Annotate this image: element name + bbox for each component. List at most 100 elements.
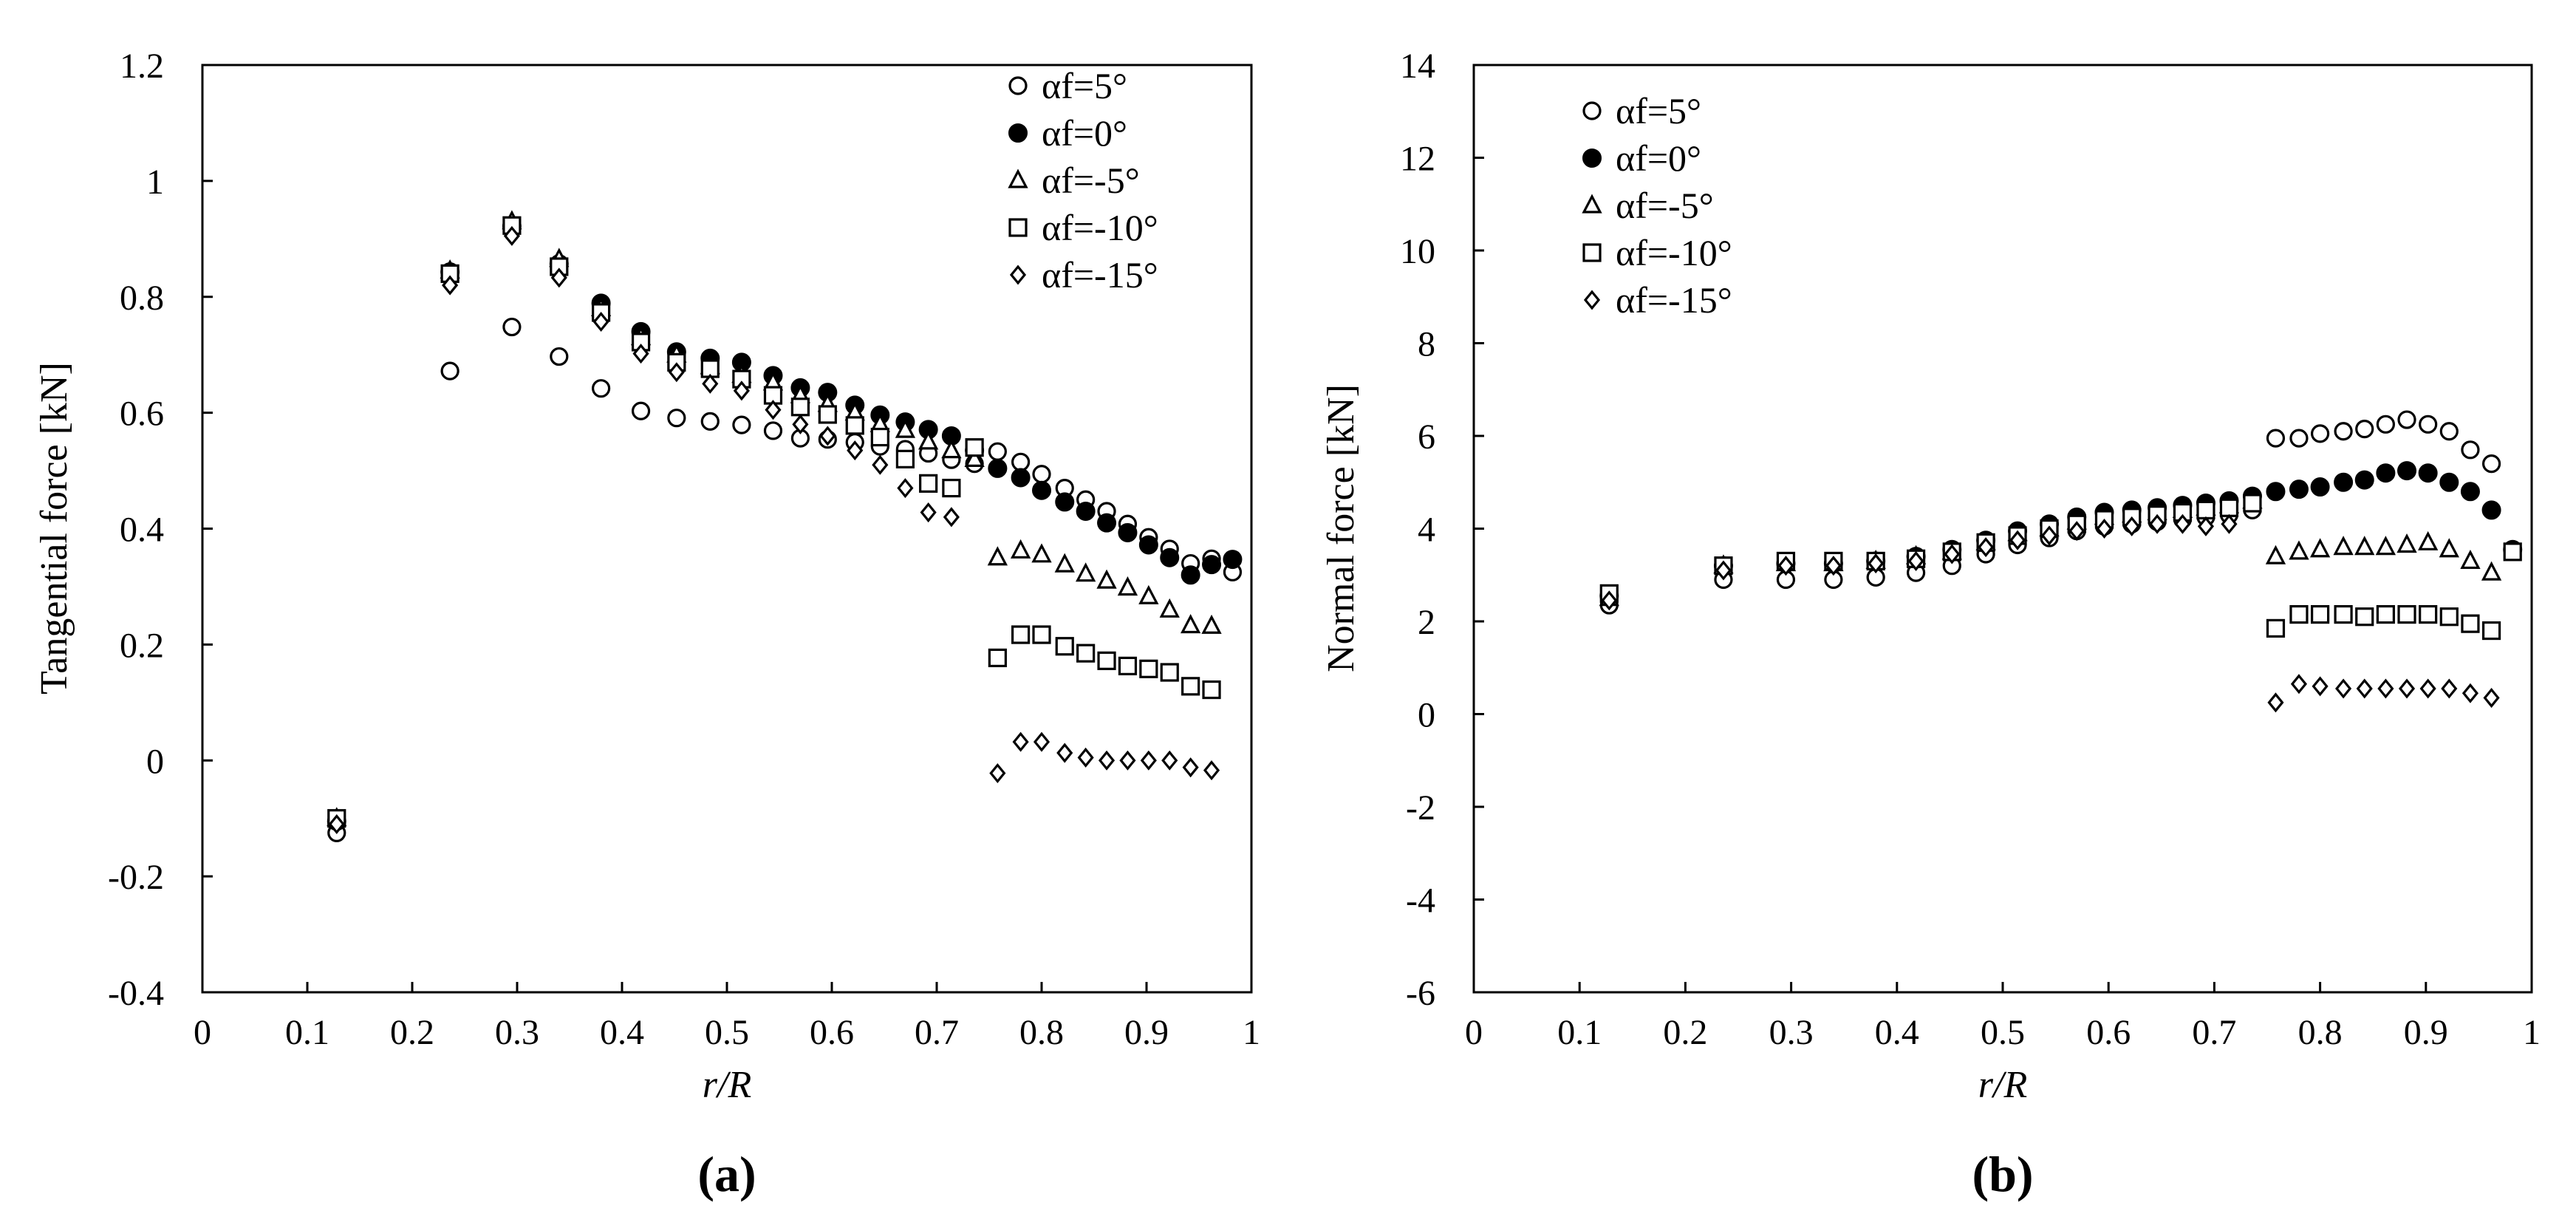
y-tick-label: -6 <box>1406 974 1435 1013</box>
data-point-b-series-0 <box>2334 422 2353 441</box>
data-point-b-series-3 <box>2289 604 2309 624</box>
legend-marker-b-2 <box>1582 194 1602 214</box>
x-tick-label: 0.3 <box>1769 1013 1814 1052</box>
data-point-a-series-4 <box>792 414 809 434</box>
y-tick-label: 12 <box>1400 140 1435 179</box>
data-point-a-series-4 <box>1077 747 1094 768</box>
data-point-a-series-3 <box>965 438 984 457</box>
data-point-a-series-2 <box>1054 553 1075 573</box>
data-point-a-series-1 <box>1160 547 1180 567</box>
data-point-a-series-2 <box>964 447 985 467</box>
data-point-b-series-0 <box>2461 440 2480 460</box>
x-tick-label: 0.9 <box>2404 1013 2448 1052</box>
legend-marker-a-0 <box>1008 76 1028 95</box>
data-point-a-series-4 <box>632 344 649 364</box>
data-point-a-series-3 <box>1097 651 1116 670</box>
data-point-b-series-0 <box>2376 414 2395 434</box>
data-point-b-series-2 <box>2396 533 2417 553</box>
data-point-a-series-2 <box>1075 562 1096 582</box>
data-point-b-series-1 <box>2376 463 2396 483</box>
data-point-b-series-4 <box>2267 692 2284 713</box>
data-point-a-series-4 <box>872 454 889 475</box>
y-tick-label: 0 <box>146 742 164 781</box>
data-point-b-series-4 <box>1978 537 1995 558</box>
legend-marker-a-4 <box>1009 265 1027 285</box>
x-tick-label: 0.5 <box>705 1013 749 1052</box>
data-point-b-series-2 <box>2481 561 2502 581</box>
legend-marker-a-2 <box>1008 168 1028 188</box>
x-tick-label: 0.8 <box>2298 1013 2343 1052</box>
data-point-a-series-1 <box>1202 555 1222 575</box>
data-point-a-series-4 <box>1098 750 1116 771</box>
legend-label-b-1: αf=0° <box>1616 137 1701 179</box>
x-tick-label: 0.3 <box>495 1013 539 1052</box>
panel-label-a: (a) <box>697 1146 756 1202</box>
y-tick-label: -0.4 <box>108 974 164 1013</box>
data-point-a-series-0 <box>988 442 1007 461</box>
data-point-b-series-1 <box>2418 463 2438 483</box>
data-point-b-series-1 <box>2310 477 2330 497</box>
y-tick-label: 2 <box>1418 603 1435 642</box>
data-point-a-series-4 <box>1203 760 1220 781</box>
data-point-b-series-3 <box>2439 607 2459 627</box>
data-point-b-series-1 <box>2439 472 2459 492</box>
data-point-a-series-2 <box>1138 584 1159 604</box>
data-point-a-series-2 <box>1180 614 1201 634</box>
legend-label-a-4: αf=-15° <box>1042 254 1158 296</box>
data-point-a-series-1 <box>1223 550 1243 570</box>
legend-marker-b-3 <box>1582 243 1602 262</box>
data-point-a-series-3 <box>1202 680 1221 700</box>
y-tick-label: 0.4 <box>120 511 164 550</box>
y-tick-label: 1 <box>146 163 164 202</box>
y-tick-label: 0.2 <box>120 626 164 665</box>
data-point-b-series-4 <box>1825 556 1842 576</box>
data-point-b-series-3 <box>2481 621 2501 641</box>
data-point-b-series-2 <box>2439 538 2459 558</box>
y-tick-label: 0.8 <box>120 279 164 318</box>
x-axis-label-b: r/R <box>1978 1064 2027 1106</box>
data-point-a-series-4 <box>442 275 459 296</box>
data-point-a-series-3 <box>942 478 961 498</box>
y-tick-label: 1.2 <box>120 47 164 86</box>
data-point-b-series-3 <box>2397 604 2416 624</box>
x-tick-label: 0.7 <box>915 1013 959 1052</box>
data-point-a-series-4 <box>819 426 836 446</box>
data-point-a-series-4 <box>503 225 520 246</box>
data-point-b-series-3 <box>2196 500 2215 520</box>
data-point-b-series-1 <box>2354 470 2374 490</box>
data-point-b-series-1 <box>2460 482 2480 502</box>
x-tick-label: 0.4 <box>600 1013 644 1052</box>
data-point-a-series-2 <box>987 546 1008 566</box>
x-tick-label: 0.6 <box>2086 1013 2131 1052</box>
legend-marker-a-1 <box>1008 123 1028 143</box>
panel-b: 0 0.1 0.2 0.3 0.4 0.5 0.6 0.7 0.8 0.9 1 -6 -4 -2 0 2 4 6 8… <box>1320 47 2541 1202</box>
data-point-a-series-1 <box>1118 522 1138 542</box>
x-tick-label: 0.6 <box>810 1013 854 1052</box>
x-tick-label: 0.1 <box>1557 1013 1602 1052</box>
data-point-b-series-2 <box>2333 536 2354 556</box>
data-point-b-series-0 <box>2439 422 2459 441</box>
data-point-b-series-4 <box>2123 516 2140 536</box>
x-tick-label: 0.8 <box>1019 1013 1064 1052</box>
data-point-a-series-3 <box>870 427 889 447</box>
data-point-b-series-4 <box>1907 550 1924 571</box>
legend-label-a-3: αf=-10° <box>1042 207 1158 248</box>
panel-label-b: (b) <box>1972 1146 2033 1202</box>
x-tick-label: 0.9 <box>1124 1013 1169 1052</box>
y-tick-label: 10 <box>1400 232 1435 271</box>
data-point-a-series-4 <box>702 373 719 394</box>
data-point-b-series-3 <box>2419 604 2438 624</box>
data-point-a-series-0 <box>1032 465 1051 484</box>
data-point-b-series-4 <box>1868 553 1885 574</box>
data-point-b-series-2 <box>2289 540 2309 560</box>
legend-label-b-2: αf=-5° <box>1616 185 1714 226</box>
data-point-b-series-0 <box>2266 429 2286 448</box>
data-point-b-series-3 <box>2461 614 2480 633</box>
data-point-b-series-3 <box>2311 604 2330 624</box>
data-point-b-series-4 <box>1944 544 1961 564</box>
data-point-b-series-2 <box>2418 530 2439 550</box>
y-tick-label: 4 <box>1418 511 1435 550</box>
data-point-a-series-4 <box>920 502 937 523</box>
data-point-a-series-4 <box>1012 731 1029 752</box>
legend-label-a-2: αf=-5° <box>1042 160 1140 201</box>
